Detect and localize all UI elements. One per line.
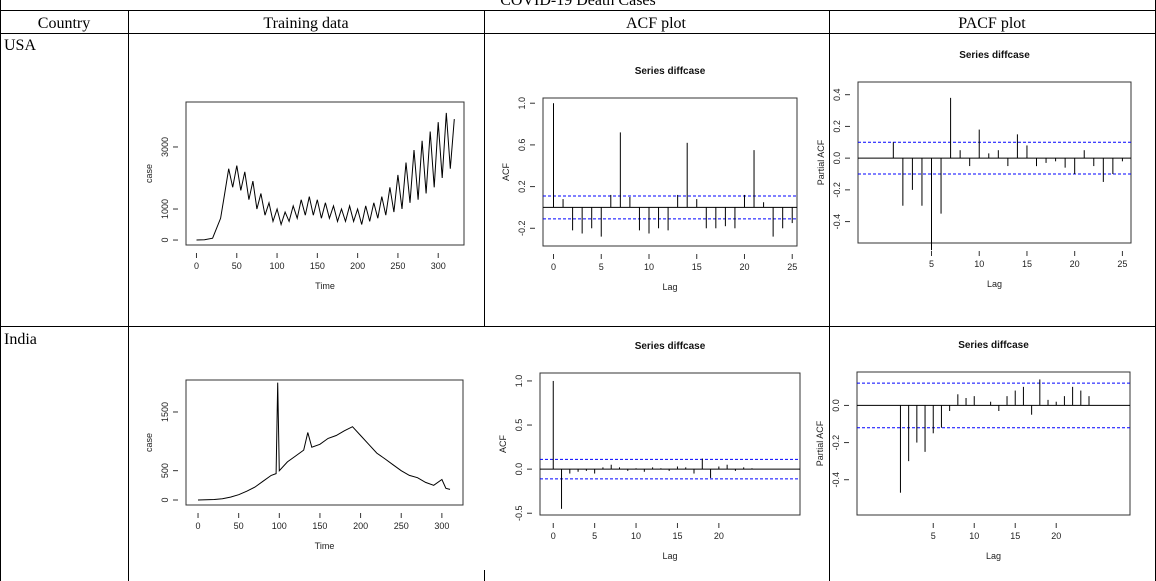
x-axis-label: Lag <box>662 282 677 292</box>
x-tick-label: 200 <box>350 261 365 271</box>
x-tick-label: 100 <box>272 521 287 531</box>
country: USA <box>4 37 36 54</box>
x-tick-label: 0 <box>551 531 556 541</box>
x-tick-label: 10 <box>631 531 641 541</box>
y-tick-label: -0.2 <box>831 435 841 451</box>
y-axis-label: case <box>144 164 154 183</box>
y-axis-label: case <box>144 433 154 452</box>
plot: Series diffcase Lag Partial ACF 5 10 15 20 25 -0… <box>816 50 1132 289</box>
plot-frame <box>542 97 798 247</box>
x-tick-label: 150 <box>312 521 327 531</box>
x-tick-label: 5 <box>599 262 604 272</box>
x-tick-label: 15 <box>1010 531 1020 541</box>
x-tick-label: 20 <box>739 262 749 272</box>
x-tick-label: 50 <box>232 261 242 271</box>
y-tick-label: 0.6 <box>517 139 527 152</box>
x-tick-label: 200 <box>353 521 368 531</box>
plot-frame <box>539 372 801 516</box>
y-tick-label: 1000 <box>160 199 170 219</box>
plot-title: Series diffcase <box>635 66 706 77</box>
x-tick-label: 250 <box>390 261 405 271</box>
x-tick-label: 10 <box>974 259 984 269</box>
x-tick-label: 15 <box>672 531 682 541</box>
y-tick-label: 0.4 <box>832 88 842 101</box>
y-tick-label: -0.2 <box>832 182 842 198</box>
y-tick-label: 1.0 <box>514 375 524 388</box>
y-tick-label: 0.0 <box>514 463 524 476</box>
x-tick-label: 50 <box>234 521 244 531</box>
y-tick-label: 0.2 <box>832 120 842 133</box>
y-tick-label: 1500 <box>160 402 170 422</box>
x-axis-label: Time <box>315 281 335 291</box>
country: India <box>4 331 37 348</box>
x-tick-label: 0 <box>196 521 201 531</box>
plot-title: Series diffcase <box>958 340 1029 351</box>
y-tick-label: -0.4 <box>831 472 841 488</box>
header: PACF plot <box>958 15 1026 32</box>
y-tick-label: 0 <box>160 498 170 503</box>
x-tick-label: 300 <box>431 261 446 271</box>
plot-frame <box>856 371 1131 516</box>
x-tick-label: 5 <box>929 259 934 269</box>
y-tick-label: 0.0 <box>831 399 841 412</box>
y-axis-label: Partial ACF <box>815 420 825 466</box>
header: Country <box>38 15 90 32</box>
x-tick-label: 250 <box>394 521 409 531</box>
plot: Time case 0 50 100 150 200 250 300 0 500 1500 <box>144 379 464 551</box>
y-tick-label: -0.2 <box>517 221 527 237</box>
plot: Series diffcase Lag Partial ACF 5 10 15 20 -0.4… <box>815 340 1131 561</box>
header: ACF plot <box>626 15 687 32</box>
plot-title: Series diffcase <box>959 50 1030 61</box>
plot-frame <box>185 379 464 506</box>
x-axis-label: Lag <box>986 551 1001 561</box>
x-tick-label: 20 <box>1070 259 1080 269</box>
x-tick-label: 0 <box>551 262 556 272</box>
table-caption: COVID-19 Death Cases <box>500 0 656 9</box>
x-tick-label: 10 <box>644 262 654 272</box>
y-tick-label: 0 <box>160 238 170 243</box>
header: Training data <box>263 15 348 32</box>
x-tick-label: 20 <box>1051 531 1061 541</box>
y-tick-label: 0.2 <box>517 180 527 193</box>
y-tick-label: 3000 <box>160 137 170 157</box>
y-axis-label: Partial ACF <box>816 139 826 185</box>
x-tick-label: 150 <box>310 261 325 271</box>
y-tick-label: 500 <box>160 463 170 478</box>
y-axis-label: ACF <box>501 162 511 181</box>
series-line <box>196 112 455 241</box>
x-tick-label: 100 <box>270 261 285 271</box>
x-tick-label: 15 <box>692 262 702 272</box>
x-tick-label: 25 <box>1117 259 1127 269</box>
x-tick-label: 300 <box>434 521 449 531</box>
y-tick-label: 0.0 <box>832 152 842 165</box>
x-tick-label: 10 <box>969 531 979 541</box>
plot: Series diffcase Lag ACF 0 5 10 15 20 25 -0.2 0.2 0.… <box>501 66 798 292</box>
x-tick-label: 0 <box>194 261 199 271</box>
x-tick-label: 5 <box>931 531 936 541</box>
x-axis-label: Time <box>315 541 335 551</box>
plot-frame <box>857 81 1132 244</box>
y-tick-label: -0.5 <box>514 505 524 521</box>
y-tick-label: 0.5 <box>514 419 524 432</box>
x-axis-label: Lag <box>987 279 1002 289</box>
y-axis-label: ACF <box>498 434 508 453</box>
y-tick-label: 1.0 <box>517 97 527 110</box>
plot-title: Series diffcase <box>635 341 706 352</box>
x-axis-label: Lag <box>662 551 677 561</box>
series-line <box>197 382 451 501</box>
x-tick-label: 25 <box>787 262 797 272</box>
plot-frame <box>185 101 465 246</box>
y-tick-label: -0.4 <box>832 214 842 230</box>
x-tick-label: 20 <box>714 531 724 541</box>
x-tick-label: 5 <box>592 531 597 541</box>
x-tick-label: 15 <box>1022 259 1032 269</box>
plot: Series diffcase Lag ACF 0 5 10 15 20 -0.5 0.0 0.5 1… <box>498 341 801 561</box>
